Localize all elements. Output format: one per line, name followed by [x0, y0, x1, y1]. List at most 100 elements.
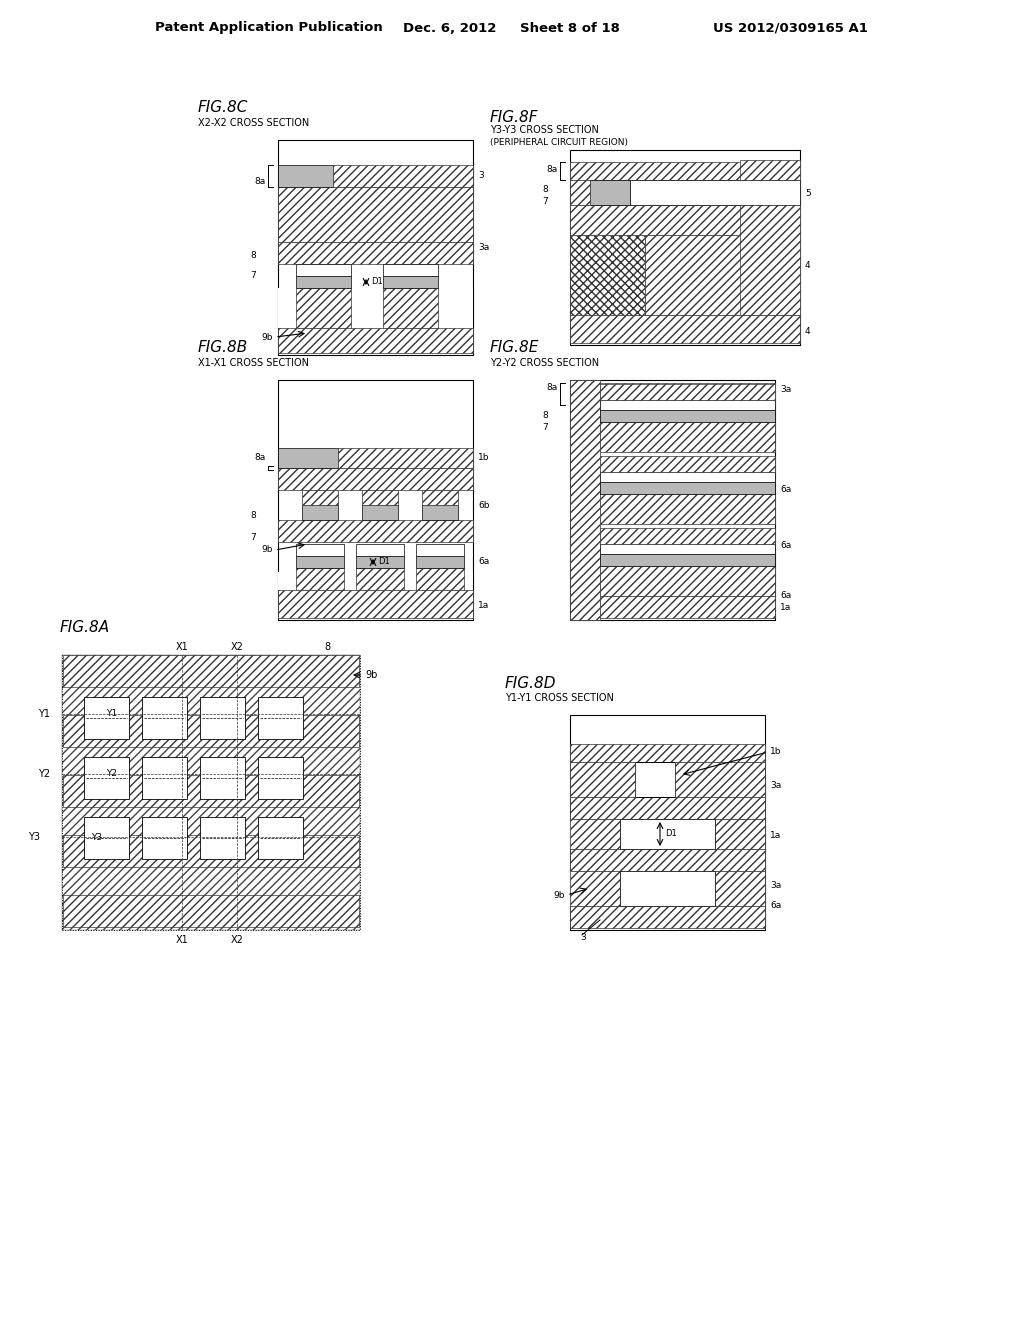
Bar	[63, 715, 359, 747]
Bar	[63, 836, 359, 867]
Bar	[356, 556, 404, 568]
Bar	[278, 572, 473, 590]
Bar	[278, 327, 473, 352]
Text: 3a: 3a	[478, 243, 489, 252]
Bar	[600, 400, 775, 411]
Text: 9b: 9b	[261, 545, 273, 554]
Bar	[383, 276, 438, 288]
Bar	[570, 871, 620, 906]
Bar	[620, 818, 715, 849]
Text: 9b: 9b	[261, 333, 273, 342]
Text: Y2: Y2	[38, 770, 50, 779]
Bar	[600, 566, 775, 597]
Bar	[296, 264, 351, 276]
Text: 8a: 8a	[547, 165, 558, 174]
Bar	[422, 490, 458, 506]
Text: 3a: 3a	[770, 780, 781, 789]
Bar	[600, 597, 775, 618]
Text: 8a: 8a	[255, 454, 266, 462]
Bar	[422, 506, 458, 520]
Text: X1: X1	[176, 642, 188, 652]
Bar	[258, 817, 303, 859]
Text: 9b: 9b	[554, 891, 565, 899]
Text: Y3: Y3	[28, 832, 40, 842]
Text: 1b: 1b	[478, 454, 489, 462]
Bar	[383, 288, 438, 327]
Bar	[570, 849, 765, 871]
Bar	[142, 817, 187, 859]
Text: 1b: 1b	[770, 747, 781, 756]
Bar	[600, 411, 775, 422]
Bar	[675, 762, 765, 797]
Text: Y3: Y3	[91, 833, 102, 842]
Bar	[278, 187, 473, 242]
Text: 6a: 6a	[478, 557, 489, 566]
Bar	[200, 756, 245, 799]
Text: D1: D1	[665, 829, 677, 838]
Text: 3: 3	[580, 933, 586, 942]
Text: 1a: 1a	[780, 603, 792, 612]
Text: 3a: 3a	[770, 880, 781, 890]
Text: Y1: Y1	[38, 709, 50, 719]
Bar	[278, 380, 473, 620]
Text: 7: 7	[543, 422, 548, 432]
Bar	[570, 906, 765, 928]
Text: X2-X2 CROSS SECTION: X2-X2 CROSS SECTION	[198, 117, 309, 128]
Bar	[600, 384, 775, 400]
Text: (PERIPHERAL CIRCUIT REGION): (PERIPHERAL CIRCUIT REGION)	[490, 137, 628, 147]
Bar	[62, 655, 360, 931]
Bar	[630, 180, 800, 205]
Bar	[278, 288, 473, 327]
Bar	[740, 160, 800, 315]
Text: FIG.8A: FIG.8A	[60, 619, 111, 635]
Bar	[333, 165, 473, 187]
Bar	[570, 380, 600, 620]
Text: Y2-Y2 CROSS SECTION: Y2-Y2 CROSS SECTION	[490, 358, 599, 368]
Bar	[296, 568, 344, 590]
Bar	[383, 264, 438, 276]
Text: 1a: 1a	[770, 830, 781, 840]
Bar	[570, 205, 800, 235]
Bar	[715, 871, 765, 906]
Bar	[362, 490, 398, 506]
Bar	[296, 276, 351, 288]
Bar	[570, 818, 765, 849]
Bar	[600, 422, 775, 451]
Text: Y2: Y2	[106, 770, 118, 779]
Bar	[600, 383, 775, 405]
Bar	[570, 162, 800, 180]
Bar	[416, 544, 464, 556]
Bar	[84, 697, 129, 739]
Text: X1-X1 CROSS SECTION: X1-X1 CROSS SECTION	[198, 358, 309, 368]
Text: FIG.8C: FIG.8C	[198, 100, 249, 116]
Bar	[302, 506, 338, 520]
Bar	[600, 482, 775, 494]
Bar	[62, 655, 360, 931]
Bar	[645, 235, 800, 315]
Bar	[278, 590, 473, 618]
Bar	[570, 744, 765, 762]
Text: Dec. 6, 2012: Dec. 6, 2012	[403, 21, 497, 34]
Text: Sheet 8 of 18: Sheet 8 of 18	[520, 21, 620, 34]
Bar	[570, 315, 800, 343]
Text: Y3-Y3 CROSS SECTION: Y3-Y3 CROSS SECTION	[490, 125, 599, 135]
Text: 6b: 6b	[478, 500, 489, 510]
Bar	[142, 697, 187, 739]
Text: 8: 8	[250, 511, 256, 520]
Bar	[570, 380, 775, 620]
Text: US 2012/0309165 A1: US 2012/0309165 A1	[713, 21, 867, 34]
Bar	[570, 715, 765, 931]
Bar	[200, 697, 245, 739]
Bar	[278, 165, 333, 187]
Text: 8: 8	[324, 642, 330, 652]
Bar	[570, 871, 765, 906]
Text: 3: 3	[478, 170, 483, 180]
Text: 8: 8	[543, 186, 548, 194]
Bar	[416, 556, 464, 568]
Bar	[302, 490, 338, 506]
Text: 7: 7	[543, 198, 548, 206]
Text: 8: 8	[543, 411, 548, 420]
Text: 8a: 8a	[547, 384, 558, 392]
Text: 6a: 6a	[770, 900, 781, 909]
Bar	[84, 756, 129, 799]
